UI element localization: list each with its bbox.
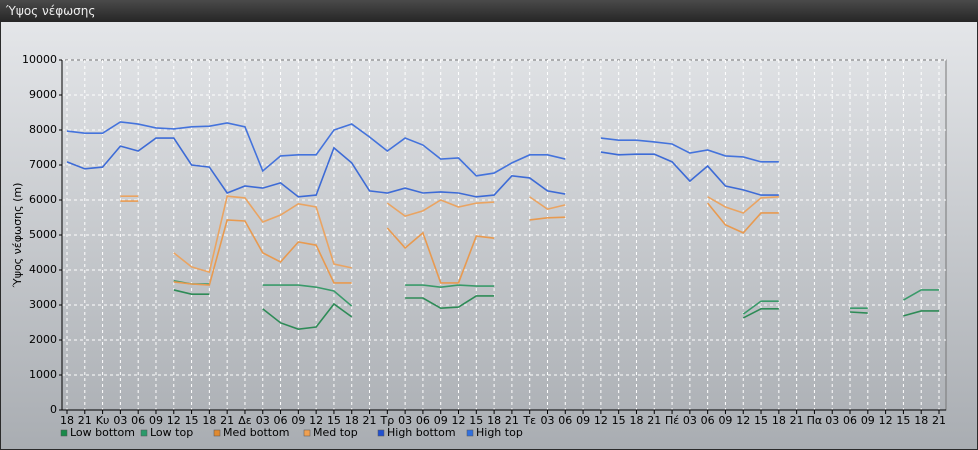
legend-swatch [60, 429, 68, 437]
x-tick-label: 15 [469, 414, 483, 427]
x-tick-label: 09 [861, 414, 875, 427]
x-tick-label: 12 [879, 414, 893, 427]
x-tick-label: 03 [256, 414, 270, 427]
x-tick-label: 21 [220, 414, 234, 427]
x-tick-label: 06 [558, 414, 572, 427]
x-tick-label: 06 [843, 414, 857, 427]
y-tick-label: 7000 [29, 158, 57, 171]
x-tick-label: Δε [238, 414, 252, 427]
legend-label: Med top [313, 426, 358, 439]
x-tick-label: 15 [612, 414, 626, 427]
x-tick-label: 12 [736, 414, 750, 427]
x-tick-label: 18 [914, 414, 928, 427]
x-tick-label: 15 [327, 414, 341, 427]
y-tick-label: 9000 [29, 88, 57, 101]
legend-swatch [213, 429, 221, 437]
x-tick-label: 03 [825, 414, 839, 427]
x-tick-label: 15 [754, 414, 768, 427]
legend-label: High top [476, 426, 523, 439]
series-line [173, 289, 939, 330]
legend-label: Low bottom [70, 426, 135, 439]
x-tick-label: 18 [202, 414, 216, 427]
y-axis-label: Ύψος νέφωσης (m) [11, 183, 24, 289]
y-tick-label: 3000 [29, 298, 57, 311]
y-tick-label: 2000 [29, 333, 57, 346]
x-tick-label: 21 [78, 414, 92, 427]
x-tick-label: 21 [647, 414, 661, 427]
x-tick-label: 21 [932, 414, 946, 427]
x-tick-label: 09 [718, 414, 732, 427]
series-line [120, 200, 779, 286]
x-tick-label: 18 [487, 414, 501, 427]
x-tick-label: 09 [149, 414, 163, 427]
x-tick-label: 09 [434, 414, 448, 427]
x-tick-label: 15 [185, 414, 199, 427]
legend-label: Med bottom [223, 426, 290, 439]
chart: Ύψος νέφωσης (m) 0 1000 2000 3000 4000 5000 60… [1, 22, 977, 449]
x-tick-label: 15 [896, 414, 910, 427]
series-line [66, 121, 779, 177]
x-tick-label: 12 [594, 414, 608, 427]
x-tick-label: 21 [790, 414, 804, 427]
x-tick-label: 06 [274, 414, 288, 427]
y-tick-label: 10000 [22, 53, 57, 66]
x-tick-label: 21 [363, 414, 377, 427]
x-tick-label: Πέ [665, 414, 679, 427]
y-tick-label: 0 [50, 403, 57, 416]
legend-swatch [140, 429, 148, 437]
y-tick-label: 1000 [29, 368, 57, 381]
x-tick-label: 18 [629, 414, 643, 427]
y-tick-label: 8000 [29, 123, 57, 136]
x-tick-label: 18 [60, 414, 74, 427]
x-tick-label: 18 [772, 414, 786, 427]
legend-swatch [303, 429, 311, 437]
x-tick-label: 03 [398, 414, 412, 427]
x-tick-label: 12 [167, 414, 181, 427]
x-tick-label: 06 [131, 414, 145, 427]
x-tick-label: 12 [452, 414, 466, 427]
x-tick-label: 06 [416, 414, 430, 427]
legend-swatch [466, 429, 474, 437]
y-tick-label: 5000 [29, 228, 57, 241]
x-tick-label: 09 [291, 414, 305, 427]
x-tick-label: Τρ [379, 414, 394, 427]
legend-label: Low top [150, 426, 193, 439]
x-tick-label: 03 [683, 414, 697, 427]
legend-swatch [377, 429, 385, 437]
series-line [66, 137, 779, 198]
x-tick-label: Κυ [96, 414, 110, 427]
x-tick-label: 06 [701, 414, 715, 427]
x-tick-label: 09 [576, 414, 590, 427]
window-title: Ύψος νέφωσης [0, 0, 978, 22]
x-tick-label: 21 [505, 414, 519, 427]
legend-label: High bottom [387, 426, 456, 439]
x-tick-label: 18 [345, 414, 359, 427]
x-tick-label: Τε [522, 414, 536, 427]
x-tick-label: 12 [309, 414, 323, 427]
x-tick-label: 03 [113, 414, 127, 427]
x-tick-label: Πα [807, 414, 823, 427]
x-tick-label: 03 [540, 414, 554, 427]
y-tick-label: 4000 [29, 263, 57, 276]
series-line [120, 195, 779, 274]
y-tick-label: 6000 [29, 193, 57, 206]
